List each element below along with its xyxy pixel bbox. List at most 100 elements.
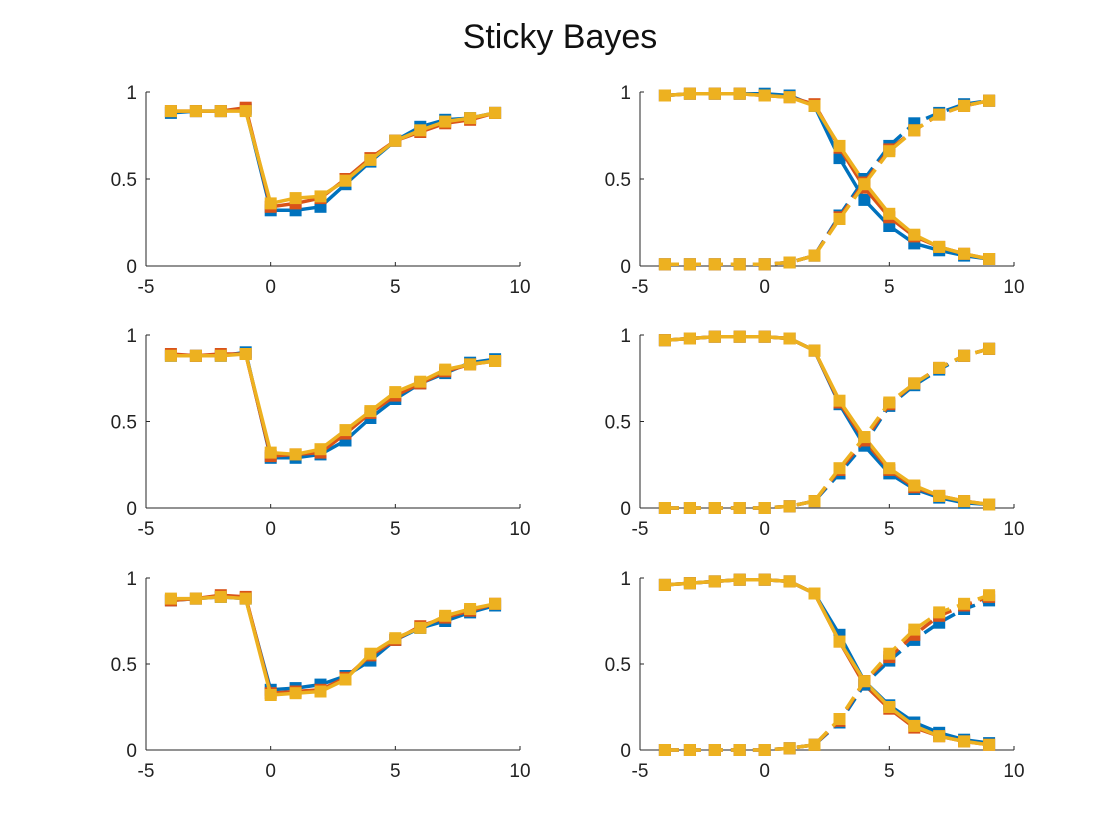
data-point-marker: [908, 228, 921, 241]
series-line-yellow-solid: [664, 577, 990, 747]
x-tick-label: 10: [509, 277, 530, 298]
data-point-marker: [264, 446, 277, 459]
x-tick-label: 0: [265, 519, 276, 540]
x-tick-label: 5: [390, 277, 401, 298]
data-point-marker: [983, 253, 996, 265]
y-tick-label: 0: [620, 257, 631, 278]
data-point-marker: [708, 502, 721, 514]
data-point-marker: [264, 689, 277, 701]
data-point-marker: [414, 124, 427, 137]
y-tick-label: 1: [620, 326, 631, 347]
data-point-marker: [958, 735, 971, 748]
x-tick-label: 5: [884, 519, 895, 540]
data-point-marker: [439, 363, 452, 376]
y-tick-label: 0: [620, 741, 631, 762]
y-tick-label: 1: [620, 83, 631, 104]
data-point-marker: [908, 719, 921, 732]
data-point-marker: [883, 207, 896, 220]
x-tick-label: 10: [509, 761, 530, 782]
x-tick-label: 0: [265, 761, 276, 782]
series-line-orange-solid: [664, 334, 990, 507]
y-tick-label: 0: [126, 499, 137, 520]
y-tick-label: 0.5: [605, 413, 631, 434]
y-tick-label: 0: [620, 499, 631, 520]
data-point-marker: [708, 87, 721, 100]
data-point-marker: [439, 609, 452, 622]
data-point-marker: [808, 738, 821, 751]
data-point-marker: [758, 330, 771, 343]
x-tick-label: 10: [1003, 761, 1024, 782]
data-point-marker: [464, 358, 477, 371]
series-line-blue-solid: [664, 577, 990, 745]
data-point-marker: [683, 332, 696, 345]
data-point-marker: [658, 502, 671, 514]
data-point-marker: [489, 355, 502, 367]
data-point-marker: [908, 124, 921, 137]
data-point-marker: [189, 592, 202, 605]
y-tick-label: 1: [620, 569, 631, 590]
data-point-marker: [783, 332, 796, 345]
data-point-marker: [658, 89, 671, 102]
data-point-marker: [164, 349, 177, 362]
data-point-marker: [164, 105, 177, 118]
y-tick-label: 0.5: [111, 655, 137, 676]
data-point-marker: [289, 448, 302, 461]
data-point-marker: [314, 443, 327, 456]
x-tick-label: 5: [884, 277, 895, 298]
data-point-marker: [958, 597, 971, 610]
data-point-marker: [658, 258, 671, 271]
x-tick-label: 0: [265, 277, 276, 298]
data-point-marker: [858, 431, 871, 444]
data-point-marker: [783, 742, 796, 755]
data-point-marker: [733, 258, 746, 271]
x-tick-label: 0: [759, 519, 770, 540]
series-line-yellow-solid: [664, 334, 990, 507]
x-tick-label: -5: [632, 277, 649, 298]
data-point-marker: [708, 744, 721, 756]
y-tick-label: 0.5: [605, 655, 631, 676]
data-point-marker: [833, 213, 846, 225]
data-point-marker: [758, 573, 771, 586]
data-point-marker: [364, 405, 377, 418]
data-point-marker: [214, 105, 227, 118]
data-point-marker: [658, 334, 671, 347]
data-point-marker: [783, 500, 796, 513]
data-point-marker: [708, 258, 721, 271]
data-point-marker: [733, 502, 746, 514]
x-tick-label: 0: [759, 761, 770, 782]
data-point-marker: [908, 377, 921, 390]
data-point-marker: [339, 424, 352, 437]
data-point-marker: [933, 361, 946, 374]
data-point-marker: [933, 240, 946, 253]
data-point-marker: [883, 701, 896, 713]
data-point-marker: [683, 577, 696, 590]
y-tick-label: 0.5: [111, 170, 137, 191]
data-point-marker: [983, 94, 996, 107]
data-point-marker: [858, 178, 871, 191]
data-point-marker: [883, 145, 896, 158]
data-point-marker: [883, 462, 896, 475]
y-tick-label: 0: [126, 741, 137, 762]
data-point-marker: [708, 330, 721, 343]
data-point-marker: [189, 105, 202, 118]
data-point-marker: [758, 502, 771, 514]
data-point-marker: [808, 99, 821, 112]
data-point-marker: [658, 578, 671, 591]
data-point-marker: [464, 112, 477, 125]
x-tick-label: 5: [390, 519, 401, 540]
data-point-marker: [883, 396, 896, 409]
x-tick-label: -5: [138, 277, 155, 298]
data-point-marker: [289, 687, 302, 700]
data-point-marker: [389, 386, 402, 399]
data-point-marker: [958, 247, 971, 260]
x-tick-label: -5: [138, 761, 155, 782]
data-point-marker: [389, 134, 402, 147]
data-point-marker: [783, 575, 796, 588]
x-tick-label: -5: [632, 519, 649, 540]
data-point-marker: [933, 730, 946, 743]
